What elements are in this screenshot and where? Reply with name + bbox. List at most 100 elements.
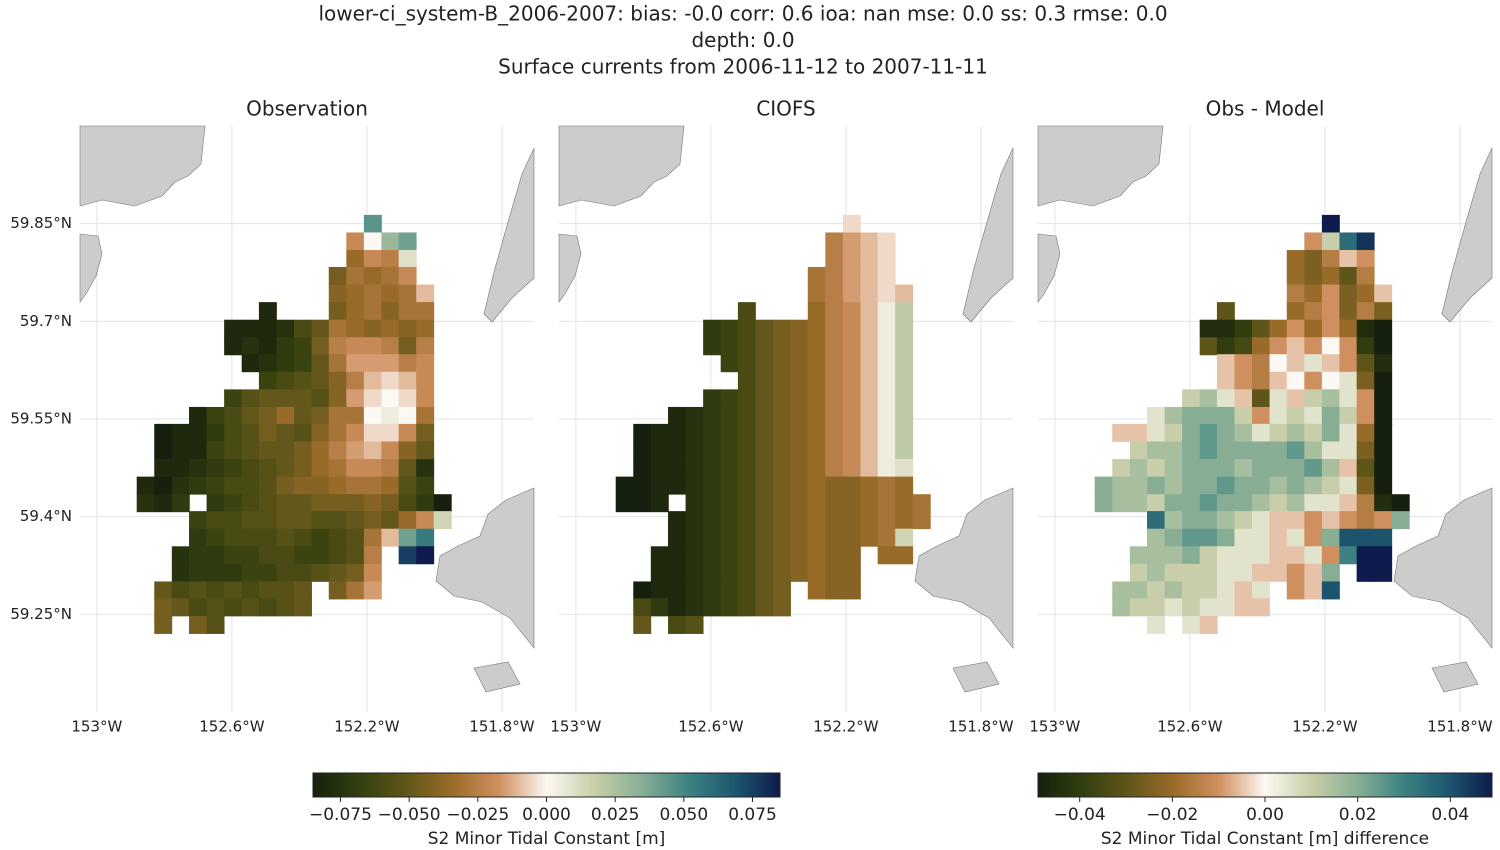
cell: [1356, 528, 1375, 547]
cell: [398, 406, 417, 425]
cell: [1269, 319, 1288, 338]
cell: [171, 546, 190, 565]
cell: [311, 389, 330, 408]
cell: [790, 406, 809, 425]
cell: [842, 371, 861, 390]
cell: [895, 406, 914, 425]
cell: [294, 476, 312, 495]
cell: [1234, 528, 1253, 547]
cell: [650, 423, 669, 442]
cell: [825, 511, 844, 530]
cell: [1147, 546, 1165, 565]
cell: [842, 476, 861, 495]
cell: [1286, 423, 1305, 442]
cell: [685, 423, 704, 442]
cell: [807, 494, 826, 513]
cell: [258, 337, 277, 356]
cell: [1129, 581, 1148, 600]
cell: [720, 476, 739, 495]
cell: [363, 337, 382, 356]
cell: [860, 319, 879, 338]
cell: [807, 302, 826, 321]
cell: [241, 546, 260, 565]
cell: [416, 319, 435, 338]
cell: [1199, 511, 1218, 530]
cell: [703, 598, 722, 617]
cell: [294, 441, 312, 460]
cell: [1286, 302, 1305, 321]
cell: [294, 511, 312, 530]
cell: [1304, 250, 1323, 269]
cell: [703, 459, 722, 478]
cell: [1286, 441, 1305, 460]
cell: [1286, 266, 1305, 285]
cell: [258, 319, 277, 338]
cell: [1199, 615, 1218, 634]
cell: [877, 250, 896, 269]
cell: [1339, 494, 1358, 513]
cell: [346, 319, 365, 338]
cell: [346, 389, 365, 408]
cell: [737, 494, 756, 513]
cell: [1129, 598, 1148, 617]
cell: [206, 563, 225, 582]
cell: [1199, 528, 1218, 547]
cell: [825, 354, 844, 373]
cell: [1374, 494, 1393, 513]
x-tick-label: 151.8°W: [948, 718, 1013, 736]
cell: [842, 511, 861, 530]
cell: [1321, 337, 1340, 356]
cell: [1199, 319, 1218, 338]
cell: [685, 459, 704, 478]
cell: [842, 389, 861, 408]
cell: [895, 459, 914, 478]
cell: [877, 528, 896, 547]
cell: [1164, 546, 1183, 565]
cell: [189, 511, 207, 530]
cell: [790, 371, 809, 390]
cell: [720, 598, 739, 617]
cell: [241, 581, 260, 600]
cell: [1286, 319, 1305, 338]
x-tick-label: 153°W: [550, 718, 601, 736]
cell: [1234, 319, 1253, 338]
cell: [1356, 406, 1375, 425]
cell: [737, 371, 756, 390]
cell: [1164, 581, 1183, 600]
cell: [328, 528, 347, 547]
cell: [807, 581, 826, 600]
colorbar-tick-label: 0.04: [1431, 805, 1469, 825]
cell: [790, 423, 809, 442]
cell: [790, 319, 809, 338]
cell: [328, 406, 347, 425]
cell: [1182, 494, 1201, 513]
cell: [381, 371, 400, 390]
cell: [1252, 581, 1270, 600]
cell: [1252, 319, 1270, 338]
cell: [398, 528, 417, 547]
cell: [1182, 511, 1201, 530]
x-tick-label: 152.2°W: [813, 718, 878, 736]
cell: [1269, 546, 1288, 565]
cell: [1164, 598, 1183, 617]
cell: [328, 266, 347, 285]
cell: [294, 337, 312, 356]
cell: [1147, 494, 1165, 513]
cell: [1252, 494, 1270, 513]
cell: [328, 476, 347, 495]
cell: [860, 459, 879, 478]
cell: [433, 494, 452, 513]
cell: [171, 476, 190, 495]
colorbar: [312, 772, 781, 798]
cell: [807, 563, 826, 582]
cell: [328, 371, 347, 390]
cell: [363, 266, 382, 285]
cell: [311, 528, 330, 547]
cell: [346, 459, 365, 478]
cell: [1112, 494, 1131, 513]
heatmap: [136, 214, 452, 634]
cell: [224, 459, 243, 478]
cell: [276, 441, 295, 460]
suptitle-line: depth: 0.0: [691, 28, 794, 52]
cell: [737, 563, 756, 582]
